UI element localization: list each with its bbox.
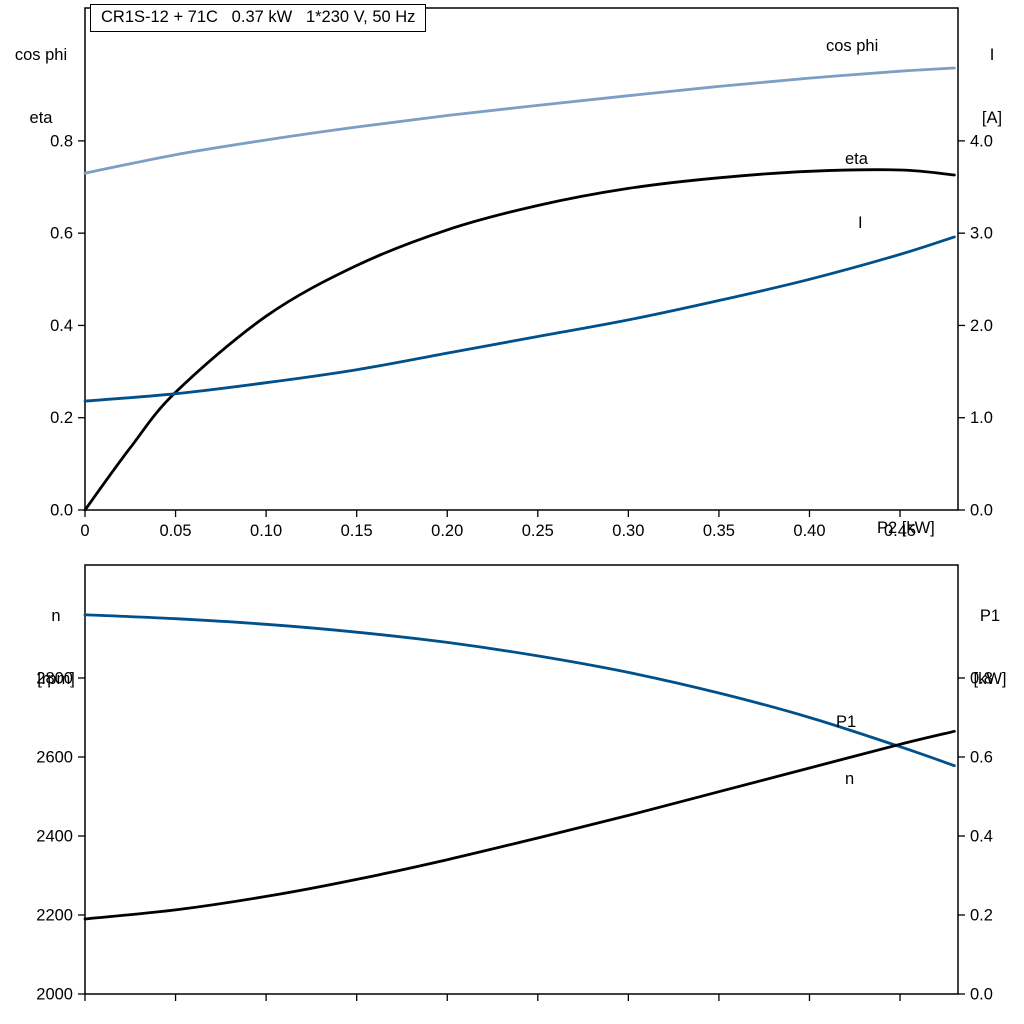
y-right-tick-label: 0.0 [970, 986, 993, 1004]
x-tick-label: 0.40 [793, 522, 825, 540]
rpm-unit-label: [rpm] [37, 670, 75, 688]
y-left-tick-label: 0.8 [50, 132, 73, 150]
x-tick-label: 0.20 [431, 522, 463, 540]
y-left-tick-label: 2000 [36, 986, 73, 1004]
y-right-tick-label: 3.0 [970, 225, 993, 243]
x-tick-label: 0.30 [612, 522, 644, 540]
bottom-right-axis-label: P1 [kW] [960, 564, 1020, 732]
y-right-tick-label: 1.0 [970, 409, 993, 427]
y-left-tick-label: 0.2 [50, 409, 73, 427]
series-label-I: I [858, 214, 863, 232]
series-curve-P1 [83, 729, 956, 921]
x-tick-label: 0.15 [341, 522, 373, 540]
y-right-tick-label: 0.0 [970, 502, 993, 520]
y-left-tick-label: 2200 [36, 906, 73, 924]
bottom-left-axis-label: n [rpm] [24, 564, 88, 732]
eta-axis-label: eta [29, 109, 53, 127]
x-tick-label: 0.45 [884, 522, 916, 540]
kw-unit-label: [kW] [973, 670, 1007, 688]
y-left-tick-label: 2400 [36, 827, 73, 845]
series-curve-cos-phi [83, 66, 956, 175]
p1-axis-label: P1 [979, 607, 1001, 625]
chart-title-box: CR1S-12 + 71C 0.37 kW 1*230 V, 50 Hz [90, 4, 427, 32]
p2-axis-label: P2 [kW] [877, 519, 935, 537]
x-tick-label: 0.25 [522, 522, 554, 540]
x-tick-label: 0.10 [250, 522, 282, 540]
cos-phi-axis-label: cos phi [14, 46, 68, 64]
y-left-tick-label: 0.4 [50, 317, 73, 335]
plot-border-0 [84, 7, 959, 511]
top-left-axis-label: cos phi eta [4, 3, 78, 171]
y-right-tick-label: 4.0 [970, 132, 993, 150]
y-left-tick-label: 2600 [36, 748, 73, 766]
series-curve-n [83, 613, 956, 768]
y-left-tick-label: 0.0 [50, 502, 73, 520]
x-tick-label: 0.05 [159, 522, 191, 540]
y-left-tick-label: 2800 [36, 669, 73, 687]
series-label-P1: P1 [836, 713, 856, 731]
y-right-tick-label: 0.2 [970, 906, 993, 924]
speed-axis-label: n [51, 607, 61, 625]
y-right-tick-label: 2.0 [970, 317, 993, 335]
current-axis-label: I [989, 46, 995, 64]
y-right-tick-label: 0.8 [970, 669, 993, 687]
x-tick-label: 0 [80, 522, 89, 540]
y-left-tick-label: 0.6 [50, 225, 73, 243]
series-label-cos-phi: cos phi [826, 37, 878, 55]
ampere-unit-label: [A] [981, 109, 1003, 127]
top-right-axis-label: I [A] [963, 3, 1021, 171]
series-curve-I [83, 235, 956, 403]
x-tick-label: 0.35 [703, 522, 735, 540]
plot-border-1 [84, 564, 959, 995]
series-label-n: n [845, 770, 854, 788]
series-label-eta: eta [845, 150, 869, 168]
y-right-tick-label: 0.6 [970, 748, 993, 766]
y-right-tick-label: 0.4 [970, 827, 993, 845]
